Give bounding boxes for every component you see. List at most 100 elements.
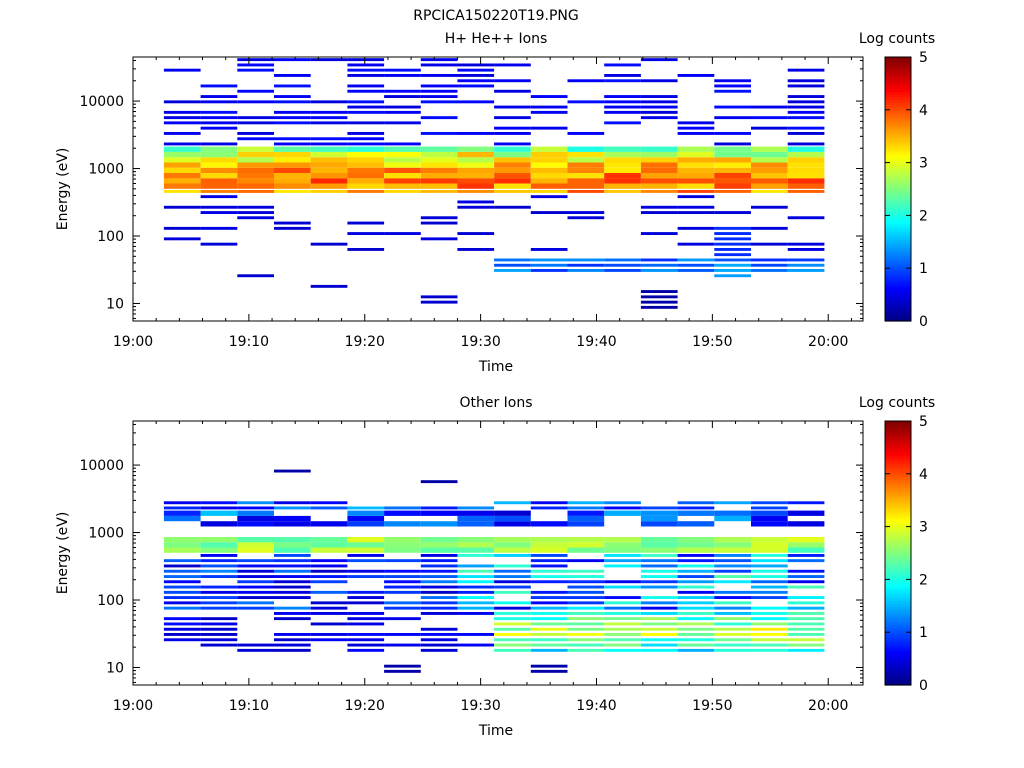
heatmap-cell: [494, 63, 531, 67]
heatmap-cell: [604, 633, 641, 636]
heatmap-cell: [310, 162, 348, 168]
heatmap-cell: [200, 95, 238, 98]
heatmap-cell: [567, 606, 605, 610]
heatmap-cell: [494, 183, 531, 189]
heatmap-cell: [494, 622, 531, 626]
heatmap-cell: [530, 110, 568, 114]
heatmap-cell: [530, 554, 568, 557]
heatmap-cell: [494, 263, 531, 267]
heatmap-cell: [200, 537, 238, 543]
heatmap-cell: [494, 575, 531, 578]
heatmap-cell: [751, 617, 788, 621]
heatmap-cell: [677, 126, 715, 130]
heatmap-cell: [237, 274, 274, 278]
heatmap-cell: [714, 601, 751, 605]
heatmap-cell: [787, 79, 825, 83]
heatmap-cell: [714, 162, 751, 168]
heatmap-cell: [237, 216, 274, 220]
heatmap-cell: [237, 68, 274, 72]
heatmap-cell: [384, 173, 421, 179]
heatmap-cell: [677, 542, 715, 548]
heatmap-cell: [714, 263, 751, 267]
heatmap-cell: [200, 521, 238, 527]
heatmap-cell: [347, 178, 385, 184]
heatmap-cell: [787, 633, 825, 636]
heatmap-cell: [567, 542, 605, 548]
colorbar-swatch: [885, 128, 911, 132]
heatmap-cell: [310, 606, 348, 610]
colorbar-swatch: [885, 428, 911, 433]
heatmap-cell: [567, 157, 605, 163]
colorbar-swatch: [885, 632, 911, 636]
heatmap-cell: [751, 596, 788, 599]
heatmap-cell: [420, 643, 458, 647]
heatmap-cell: [420, 580, 458, 584]
colorbar-swatch: [885, 444, 911, 448]
heatmap-cell: [237, 506, 274, 510]
colorbar-swatch: [885, 104, 911, 108]
heatmap-cell: [420, 554, 458, 557]
heatmap-cell: [494, 537, 531, 543]
heatmap-cell: [163, 162, 201, 168]
heatmap-cell: [677, 269, 715, 272]
heatmap-cell: [530, 575, 568, 578]
heatmap-cell: [310, 580, 348, 584]
heatmap-cell: [714, 248, 751, 251]
y-tick-label: 10: [106, 296, 124, 312]
colorbar-swatch: [885, 313, 911, 317]
heatmap-cell: [714, 510, 751, 516]
heatmap-cell: [457, 537, 495, 543]
heatmap-cell: [457, 232, 495, 235]
heatmap-cell: [237, 151, 274, 158]
heatmap-cell: [567, 648, 605, 652]
heatmap-cell: [347, 74, 385, 77]
heatmap-cell: [200, 547, 238, 553]
heatmap-cell: [787, 606, 825, 610]
heatmap-cell: [787, 68, 825, 72]
heatmap-cell: [530, 537, 568, 543]
heatmap-cell: [530, 564, 568, 568]
heatmap-cell: [347, 232, 385, 235]
heatmap-cell: [530, 569, 568, 573]
colorbar-swatch: [885, 542, 911, 546]
heatmap-cell: [420, 146, 458, 152]
heatmap-cell: [751, 173, 788, 179]
heatmap-cell: [200, 226, 238, 230]
colorbar-swatch: [885, 465, 911, 470]
heatmap-cell: [640, 178, 678, 184]
colorbar-swatch: [885, 457, 911, 462]
heatmap-cell: [530, 190, 568, 193]
colorbar-swatch: [885, 423, 911, 427]
heatmap-cell: [163, 596, 201, 599]
heatmap-cell: [751, 590, 788, 594]
heatmap-cell: [163, 183, 201, 189]
heatmap-cell: [604, 554, 641, 557]
heatmap-cell: [751, 638, 788, 642]
heatmap-cell: [677, 521, 715, 527]
heatmap-cell: [274, 590, 311, 594]
heatmap-cell: [640, 58, 678, 62]
heatmap-cell: [751, 521, 788, 527]
heatmap-cell: [457, 564, 495, 568]
heatmap-cell: [457, 612, 495, 615]
heatmap-cell: [457, 146, 495, 152]
heatmap-cell: [420, 480, 458, 484]
heatmap-cell: [714, 183, 751, 189]
colorbar-tick-label: 0: [919, 314, 928, 330]
heatmap-cell: [457, 248, 495, 251]
colorbar-swatch: [885, 107, 911, 111]
heatmap-cell: [640, 79, 678, 83]
colorbar-tick-label: 1: [919, 261, 928, 277]
heatmap-cell: [640, 95, 678, 98]
heatmap-cell: [163, 590, 201, 594]
colorbar-swatch: [885, 273, 911, 277]
heatmap-cell: [457, 190, 495, 193]
heatmap-cell: [384, 537, 421, 543]
heatmap-cell: [200, 564, 238, 568]
heatmap-cell: [347, 167, 385, 173]
heatmap-cell: [787, 178, 825, 184]
heatmap-cell: [347, 575, 385, 578]
heatmap-cell: [494, 643, 531, 647]
heatmap-cell: [420, 569, 458, 573]
heatmap-cell: [714, 627, 751, 631]
